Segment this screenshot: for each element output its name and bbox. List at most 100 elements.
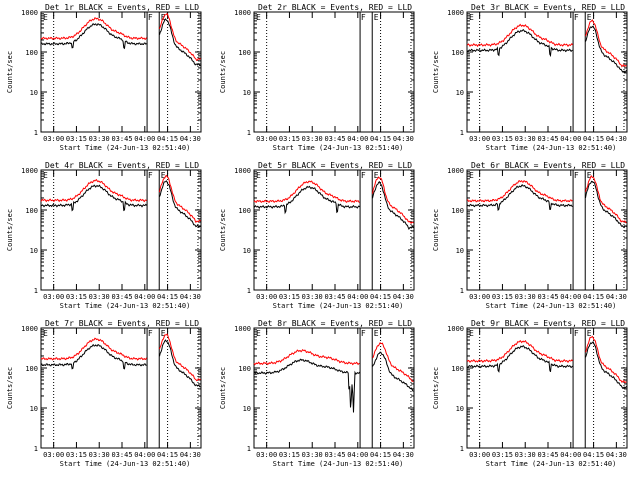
lld-series-line [585, 335, 627, 384]
x-tick-label: 03:30 [89, 451, 110, 459]
x-tick-label: 04:00 [560, 451, 581, 459]
y-axis-label: Counts/sec [219, 209, 227, 251]
x-tick-label: 03:00 [256, 293, 277, 301]
x-tick-label: 03:30 [515, 451, 536, 459]
events-series-line [372, 180, 414, 231]
y-tick-label: 1000 [21, 9, 38, 17]
x-tick-label: 04:30 [393, 135, 414, 143]
y-tick-label: 1 [247, 129, 251, 137]
chart-panel-7: Det 7r BLACK = Events, RED = LLD 1 10 100 10… [6, 319, 202, 468]
events-series-line [466, 184, 573, 212]
lld-series-line [40, 337, 148, 361]
x-tick-label: 04:30 [606, 451, 627, 459]
x-tick-label: 04:15 [157, 135, 178, 143]
y-tick-label: 100 [238, 49, 251, 57]
x-tick-label: 03:45 [324, 293, 345, 301]
x-tick-label: 03:45 [324, 135, 345, 143]
plot-frame [253, 327, 415, 449]
plot-frame [466, 169, 628, 291]
y-tick-label: 1000 [234, 9, 251, 17]
region-marker: E [587, 13, 592, 22]
lld-series-line [40, 178, 147, 203]
events-series-line [159, 18, 201, 67]
y-tick-label: 1000 [447, 167, 464, 175]
lld-series-line [253, 348, 360, 366]
x-tick-label: 03:15 [279, 293, 300, 301]
lld-series-line [466, 23, 573, 48]
x-tick-label: 04:30 [180, 293, 201, 301]
events-series-line [159, 180, 201, 228]
y-tick-label: 10 [456, 247, 464, 255]
x-tick-label: 03:30 [302, 135, 323, 143]
x-tick-label: 04:00 [134, 293, 155, 301]
region-marker: E [374, 13, 379, 22]
lld-series-line [372, 176, 414, 224]
corner-marker: E [43, 171, 48, 180]
corner-marker: E [43, 13, 48, 22]
x-tick-label: 03:30 [302, 293, 323, 301]
x-axis-label: Start Time (24-Jun-13 02:51:40) [486, 144, 617, 152]
plot-frame [253, 11, 415, 133]
y-tick-label: 10 [30, 247, 38, 255]
region-marker: E [587, 171, 592, 180]
y-tick-label: 10 [30, 405, 38, 413]
lld-series-line [372, 342, 414, 382]
y-tick-label: 10 [243, 89, 251, 97]
x-tick-label: 03:00 [469, 293, 490, 301]
events-series-line [466, 28, 573, 58]
events-series-line [41, 23, 147, 50]
region-marker: F [361, 171, 366, 180]
x-tick-label: 04:00 [347, 293, 368, 301]
chart-title: Det 4r BLACK = Events, RED = LLD [45, 161, 199, 170]
x-axis-label: Start Time (24-Jun-13 02:51:40) [60, 302, 191, 310]
x-tick-label: 03:30 [515, 135, 536, 143]
chart-title: Det 8r BLACK = Events, RED = LLD [258, 319, 412, 328]
x-tick-label: 03:15 [66, 135, 87, 143]
x-tick-label: 03:15 [492, 135, 513, 143]
region-marker: F [148, 171, 153, 180]
x-tick-label: 04:00 [560, 135, 581, 143]
x-tick-label: 04:15 [157, 293, 178, 301]
region-marker: F [574, 13, 579, 22]
plot-frame [40, 11, 202, 133]
y-tick-label: 100 [238, 207, 251, 215]
x-tick-label: 04:30 [606, 293, 627, 301]
x-tick-label: 04:00 [560, 293, 581, 301]
y-tick-label: 10 [456, 89, 464, 97]
y-tick-label: 10 [456, 405, 464, 413]
y-tick-label: 1 [460, 129, 464, 137]
chart-title: Det 1r BLACK = Events, RED = LLD [45, 3, 199, 12]
region-marker: E [161, 171, 166, 180]
lld-series-line [159, 12, 201, 62]
events-series-line [585, 341, 627, 390]
region-marker: F [361, 13, 366, 22]
x-axis-label: Start Time (24-Jun-13 02:51:40) [273, 460, 404, 468]
corner-marker: E [469, 13, 474, 22]
chart-panel-1: Det 1r BLACK = Events, RED = LLD 1 10 100 10… [6, 3, 202, 152]
x-axis-label: Start Time (24-Jun-13 02:51:40) [486, 302, 617, 310]
y-axis-label: Counts/sec [6, 51, 14, 93]
lld-series-line [585, 19, 627, 68]
events-series-line [585, 25, 627, 74]
x-tick-label: 04:00 [347, 135, 368, 143]
y-tick-label: 100 [25, 365, 38, 373]
corner-marker: E [469, 171, 474, 180]
events-series-line [466, 344, 573, 373]
y-tick-label: 100 [25, 49, 38, 57]
plot-frame [40, 327, 202, 449]
y-axis-label: Counts/sec [6, 367, 14, 409]
x-tick-label: 04:30 [180, 135, 201, 143]
x-axis-label: Start Time (24-Jun-13 02:51:40) [273, 144, 404, 152]
chart-panel-3: Det 3r BLACK = Events, RED = LLD 1 10 100 10… [432, 3, 628, 152]
corner-marker: E [256, 171, 261, 180]
events-series-line [253, 358, 361, 413]
y-tick-label: 100 [451, 49, 464, 57]
y-tick-label: 100 [25, 207, 38, 215]
y-tick-label: 100 [238, 365, 251, 373]
x-tick-label: 03:45 [324, 451, 345, 459]
chart-title: Det 2r BLACK = Events, RED = LLD [258, 3, 412, 12]
x-tick-label: 04:15 [157, 451, 178, 459]
y-tick-label: 10 [243, 247, 251, 255]
x-tick-label: 03:45 [537, 135, 558, 143]
y-tick-label: 1 [247, 287, 251, 295]
